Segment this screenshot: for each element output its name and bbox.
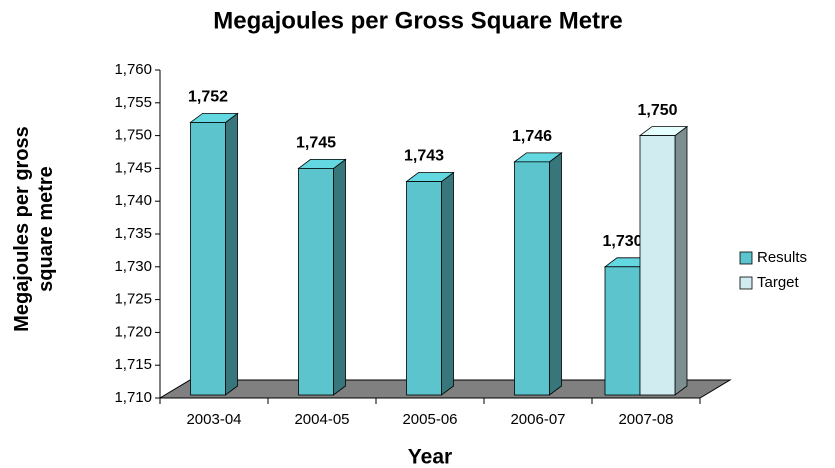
- y-tick-label: 1,740: [114, 192, 152, 209]
- bar: [514, 161, 550, 396]
- data-label: 1,752: [188, 89, 228, 106]
- x-tick-label: 2003-04: [186, 411, 241, 428]
- bar-side: [674, 125, 688, 396]
- y-tick-label: 1,735: [114, 225, 152, 242]
- bar: [298, 167, 334, 396]
- chart-title: Megajoules per Gross Square Metre: [213, 7, 622, 34]
- bar-side: [333, 158, 346, 396]
- bar-side: [441, 171, 454, 396]
- x-tick-label: 2007-08: [618, 411, 673, 428]
- y-tick-label: 1,730: [114, 258, 152, 275]
- bar: [406, 181, 442, 396]
- data-label: 1,743: [404, 148, 444, 165]
- y-tick-label: 1,710: [114, 389, 152, 406]
- y-tick-label: 1,760: [114, 61, 152, 78]
- data-label: 1,750: [637, 102, 677, 119]
- y-tick-label: 1,725: [114, 291, 152, 308]
- legend-label: Results: [757, 249, 807, 266]
- data-label: 1,730: [602, 233, 642, 250]
- x-axis-title: Year: [408, 446, 452, 468]
- legend-swatch: [739, 276, 753, 290]
- bar-side: [225, 112, 238, 396]
- y-tick-label: 1,745: [114, 159, 152, 176]
- x-tick-label: 2004-05: [294, 411, 349, 428]
- y-tick-label: 1,755: [114, 94, 152, 111]
- data-label: 1,746: [512, 128, 552, 145]
- y-tick-label: 1,715: [114, 356, 152, 373]
- bar: [639, 135, 676, 396]
- bar: [604, 266, 641, 396]
- x-tick-label: 2005-06: [402, 411, 457, 428]
- data-label: 1,745: [296, 135, 336, 152]
- x-tick-label: 2006-07: [510, 411, 565, 428]
- bar: [190, 122, 226, 396]
- legend-swatch: [739, 251, 753, 265]
- y-axis-title: Megajoules per gross square metre: [11, 126, 57, 332]
- legend-label: Target: [757, 274, 800, 291]
- y-tick-label: 1,750: [114, 127, 152, 144]
- y-tick-label: 1,720: [114, 323, 152, 340]
- bar-side: [549, 152, 562, 396]
